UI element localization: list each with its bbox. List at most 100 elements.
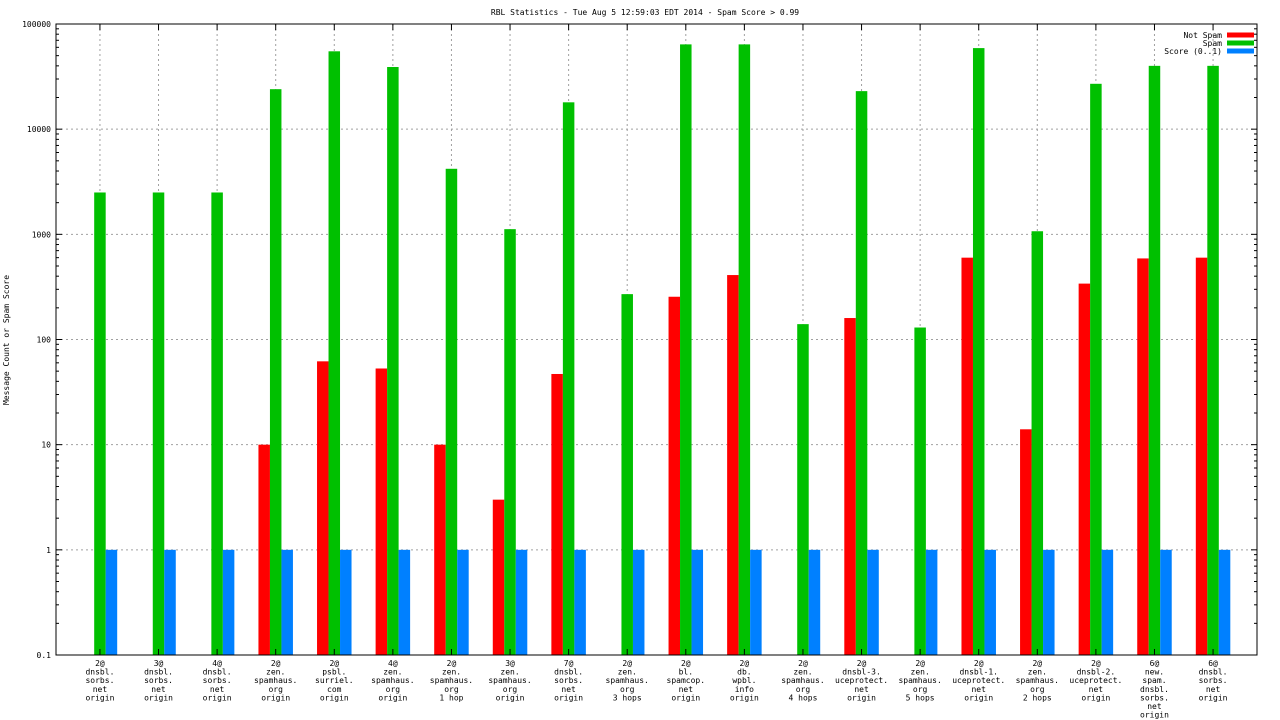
x-tick-label: 2@ zen. spamhaus. org 4 hops [781, 659, 824, 702]
x-tick-label-line: net [971, 685, 986, 694]
bar-score-0-1 [691, 549, 704, 655]
bar-spam [680, 44, 692, 655]
x-tick-label-line: net [210, 685, 225, 694]
x-tick-label-line: dnsbl-2. [1077, 668, 1116, 677]
legend-label: Spam [1203, 39, 1222, 48]
bar-score-0-1 [457, 549, 469, 655]
bar-score-0-1 [1160, 549, 1172, 655]
x-tick-label: 2@ psbl. surriel. com origin [315, 659, 354, 702]
x-tick-label-line: origin [320, 693, 349, 702]
bar-spam [738, 44, 751, 655]
x-tick-label-line: origin [144, 693, 173, 702]
bar-not-spam [1137, 258, 1149, 655]
x-tick-label-line: 3@ [505, 659, 515, 668]
bar-spam [1090, 83, 1102, 655]
x-tick-label-line: 4 hops [789, 693, 818, 702]
x-tick-label-line: origin [496, 693, 525, 702]
x-tick-label: 6@ new. spam. dnsbl. sorbs. net origin [1140, 659, 1169, 720]
bar-not-spam [1020, 429, 1032, 655]
x-tick-label-line: new. [1145, 668, 1164, 677]
x-tick-label-line: net [1147, 702, 1162, 711]
x-tick-label-line: org [796, 685, 811, 694]
bar-score-0-1 [340, 549, 352, 655]
bar-not-spam [727, 275, 739, 655]
bar-spam [1031, 231, 1044, 655]
x-tick-label-line: dnsbl-3. [842, 668, 881, 677]
bar-not-spam [434, 444, 446, 655]
bar-score-0-1 [574, 549, 586, 655]
x-tick-label-line: net [854, 685, 869, 694]
x-tick-label-line: origin [1140, 711, 1169, 720]
bar-score-0-1 [222, 549, 235, 655]
x-tick-label-line: spamhaus. [781, 676, 824, 685]
y-tick-label: 10 [41, 441, 51, 450]
x-tick-label-line: sorbs. [1140, 693, 1169, 702]
bar-spam [269, 89, 282, 656]
bar-spam [855, 91, 868, 656]
x-tick-label-line: zen. [911, 668, 930, 677]
bar-spam [1207, 65, 1219, 655]
x-tick-label-line: sorbs. [554, 676, 583, 685]
x-tick-label-line: sorbs. [203, 676, 232, 685]
chart-title: RBL Statistics - Tue Aug 5 12:59:03 EDT … [491, 8, 799, 17]
x-tick-label-line: com [327, 685, 342, 694]
x-tick-label-line: info [735, 685, 754, 694]
x-tick-label-line: org [913, 685, 928, 694]
x-tick-label-line: 2@ [1091, 659, 1101, 668]
bar-score-0-1 [281, 549, 293, 655]
x-tick-label: 2@ dnsbl-3. uceprotect. net origin [835, 659, 888, 702]
x-tick-label-line: 2@ [329, 659, 339, 668]
bar-spam [1148, 65, 1161, 655]
x-tick-label: 4@ dnsbl. sorbs. net origin [203, 659, 232, 702]
bar-not-spam [668, 296, 681, 655]
bar-score-0-1 [398, 549, 411, 655]
x-tick-label-line: origin [1199, 693, 1228, 702]
x-tick-label-line: origin [203, 693, 232, 702]
x-tick-label-line: wpbl. [732, 676, 756, 685]
y-tick-label: 100 [37, 336, 52, 345]
x-tick-label-line: zen. [618, 668, 637, 677]
x-tick-label-line: origin [964, 693, 993, 702]
bar-spam [914, 327, 926, 655]
x-tick-label-line: spamhaus. [1016, 676, 1059, 685]
bar-not-spam [492, 499, 505, 655]
x-tick-label-line: origin [730, 693, 759, 702]
x-tick-label-line: 2@ [95, 659, 105, 668]
x-tick-label-line: 4@ [212, 659, 222, 668]
legend-swatch [1227, 40, 1254, 46]
y-tick-labels: 0.1 1 10 100 1000 10000 100000 [22, 20, 51, 660]
x-tick-label-line: dnsbl. [85, 668, 114, 677]
x-tick-label-line: dnsbl. [1140, 685, 1169, 694]
x-tick-label-line: zen. [442, 668, 461, 677]
x-tick-label-line: 2@ [1032, 659, 1042, 668]
x-tick-label: 2@ dnsbl-1. uceprotect. net origin [952, 659, 1005, 702]
x-tick-label-line: 3@ [154, 659, 164, 668]
bar-spam [387, 67, 399, 656]
bar-score-0-1 [1043, 549, 1055, 655]
x-tick-label-line: sorbs. [144, 676, 173, 685]
plot-border [55, 23, 1258, 656]
x-tick-label-line: net [679, 685, 694, 694]
x-tick-label-line: bl. [679, 668, 693, 677]
x-tick-label-line: spamcop. [667, 676, 706, 685]
x-tick-label-line: 2@ [974, 659, 984, 668]
x-tick-label-line: org [503, 685, 518, 694]
bar-score-0-1 [164, 549, 176, 655]
x-tick-label-line: origin [378, 693, 407, 702]
bar-not-spam [375, 368, 388, 655]
bar-spam [621, 294, 633, 655]
x-tick-label-line: origin [554, 693, 583, 702]
x-tick-label-line: dnsbl-1. [959, 668, 998, 677]
bar-spam [328, 51, 341, 656]
y-tick-label: 0.1 [37, 651, 52, 660]
x-tick-label-line: 5 hops [906, 693, 935, 702]
bar-score-0-1 [867, 549, 879, 655]
x-tick-label-line: psbl. [322, 668, 346, 677]
y-tick-label: 10000 [27, 125, 51, 134]
bars-layer [94, 44, 1231, 656]
x-tick-label-line: sorbs. [85, 676, 114, 685]
x-tick-label-line: dnsbl. [203, 668, 232, 677]
x-tick-label-line: zen. [1028, 668, 1047, 677]
bar-spam [972, 48, 985, 655]
